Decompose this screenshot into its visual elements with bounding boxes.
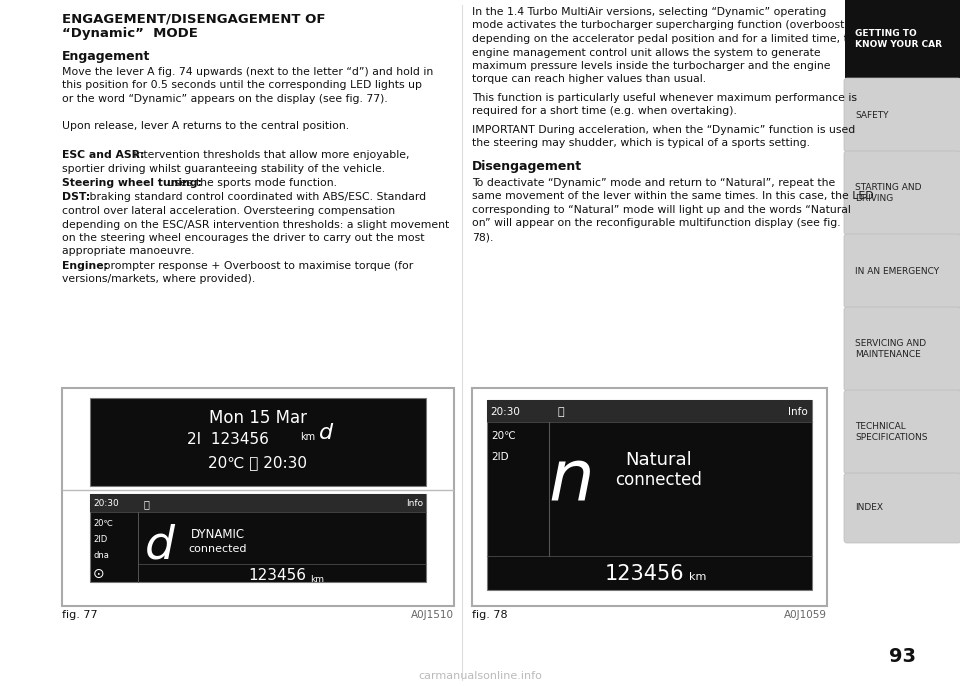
Text: IMPORTANT During acceleration, when the “Dynamic” function is used: IMPORTANT During acceleration, when the … bbox=[472, 125, 855, 135]
Text: engine management control unit allows the system to generate: engine management control unit allows th… bbox=[472, 47, 821, 58]
FancyBboxPatch shape bbox=[844, 234, 960, 308]
Bar bbox=[90, 494, 426, 512]
Text: d: d bbox=[145, 523, 175, 569]
FancyBboxPatch shape bbox=[62, 388, 454, 606]
Text: depending on the ESC/ASR intervention thresholds: a slight movement: depending on the ESC/ASR intervention th… bbox=[62, 220, 449, 230]
Text: 123456: 123456 bbox=[605, 564, 684, 584]
Text: 123456: 123456 bbox=[248, 569, 306, 584]
Text: Engagement: Engagement bbox=[62, 50, 151, 63]
Bar bbox=[487, 400, 812, 422]
Text: fig. 77: fig. 77 bbox=[62, 610, 98, 620]
FancyBboxPatch shape bbox=[844, 390, 960, 474]
Text: km: km bbox=[689, 572, 707, 582]
Text: appropriate manoeuvre.: appropriate manoeuvre. bbox=[62, 246, 195, 257]
Text: control over lateral acceleration. Oversteering compensation: control over lateral acceleration. Overs… bbox=[62, 206, 396, 216]
Text: on” will appear on the reconfigurable multifunction display (see fig.: on” will appear on the reconfigurable mu… bbox=[472, 219, 841, 228]
Text: uses the sports mode function.: uses the sports mode function. bbox=[164, 178, 337, 188]
Text: GETTING TO
KNOW YOUR CAR: GETTING TO KNOW YOUR CAR bbox=[855, 29, 942, 49]
Text: fig. 78: fig. 78 bbox=[472, 610, 508, 620]
Text: this position for 0.5 seconds until the corresponding LED lights up: this position for 0.5 seconds until the … bbox=[62, 80, 422, 91]
Text: 2ⅠD: 2ⅠD bbox=[93, 536, 108, 545]
Text: km: km bbox=[310, 574, 324, 584]
Text: A0J1510: A0J1510 bbox=[411, 610, 454, 620]
Text: sportier driving whilst guaranteeing stability of the vehicle.: sportier driving whilst guaranteeing sta… bbox=[62, 163, 385, 174]
Text: connected: connected bbox=[189, 544, 248, 554]
Text: 20:30: 20:30 bbox=[93, 499, 119, 508]
FancyBboxPatch shape bbox=[844, 78, 960, 152]
Text: the steering may shudder, which is typical of a sports setting.: the steering may shudder, which is typic… bbox=[472, 139, 810, 148]
Text: Engine:: Engine: bbox=[62, 261, 108, 271]
Text: This function is particularly useful whenever maximum performance is: This function is particularly useful whe… bbox=[472, 93, 857, 103]
Text: 20℃: 20℃ bbox=[491, 431, 516, 441]
Text: IN AN EMERGENCY: IN AN EMERGENCY bbox=[855, 266, 939, 276]
Text: INDEX: INDEX bbox=[855, 504, 883, 512]
Text: ⓘ: ⓘ bbox=[557, 407, 564, 417]
Text: 93: 93 bbox=[889, 646, 916, 665]
Text: DYNAMIC: DYNAMIC bbox=[191, 528, 245, 541]
Text: TECHNICAL
SPECIFICATIONS: TECHNICAL SPECIFICATIONS bbox=[855, 422, 927, 442]
Text: km: km bbox=[300, 432, 315, 442]
Text: 20:30: 20:30 bbox=[490, 407, 520, 417]
Text: depending on the accelerator pedal position and for a limited time, the: depending on the accelerator pedal posit… bbox=[472, 34, 861, 44]
Text: In the 1.4 Turbo MultiAir versions, selecting “Dynamic” operating: In the 1.4 Turbo MultiAir versions, sele… bbox=[472, 7, 827, 17]
Text: on the steering wheel encourages the driver to carry out the most: on the steering wheel encourages the dri… bbox=[62, 233, 424, 243]
Text: ENGAGEMENT/DISENGAGEMENT OF: ENGAGEMENT/DISENGAGEMENT OF bbox=[62, 12, 325, 25]
Text: Move the lever A fig. 74 upwards (next to the letter “d”) and hold in: Move the lever A fig. 74 upwards (next t… bbox=[62, 67, 433, 77]
Text: Steering wheel tuning:: Steering wheel tuning: bbox=[62, 178, 202, 188]
Bar bbox=[90, 494, 426, 582]
Text: d: d bbox=[319, 423, 333, 443]
Text: torque can reach higher values than usual.: torque can reach higher values than usua… bbox=[472, 75, 707, 84]
Text: Info: Info bbox=[406, 499, 423, 508]
Text: carmanualsonline.info: carmanualsonline.info bbox=[418, 671, 542, 681]
Text: DST:: DST: bbox=[62, 193, 90, 202]
Bar bbox=[90, 398, 426, 486]
Text: A0J1059: A0J1059 bbox=[784, 610, 827, 620]
Text: To deactivate “Dynamic” mode and return to “Natural”, repeat the: To deactivate “Dynamic” mode and return … bbox=[472, 178, 835, 188]
FancyBboxPatch shape bbox=[844, 151, 960, 235]
Text: SAFETY: SAFETY bbox=[855, 110, 889, 119]
Text: dna: dna bbox=[93, 552, 108, 560]
Text: intervention thresholds that allow more enjoyable,: intervention thresholds that allow more … bbox=[130, 150, 410, 160]
Text: Mon 15 Mar: Mon 15 Mar bbox=[209, 409, 307, 427]
Text: Disengagement: Disengagement bbox=[472, 160, 582, 173]
Text: Natural: Natural bbox=[626, 451, 692, 469]
Text: or the word “Dynamic” appears on the display (see fig. 77).: or the word “Dynamic” appears on the dis… bbox=[62, 94, 388, 104]
Text: 2ⅠD: 2ⅠD bbox=[491, 452, 509, 462]
Text: 2Ⅰ  123456: 2Ⅰ 123456 bbox=[187, 432, 269, 447]
Text: “Dynamic”  MODE: “Dynamic” MODE bbox=[62, 27, 198, 40]
Text: STARTING AND
DRIVING: STARTING AND DRIVING bbox=[855, 182, 922, 204]
Text: maximum pressure levels inside the turbocharger and the engine: maximum pressure levels inside the turbo… bbox=[472, 61, 830, 71]
Text: ESC and ASR:: ESC and ASR: bbox=[62, 150, 145, 160]
Text: versions/markets, where provided).: versions/markets, where provided). bbox=[62, 274, 255, 285]
Text: 78).: 78). bbox=[472, 232, 493, 242]
Text: 20℃ Ⓢ 20:30: 20℃ Ⓢ 20:30 bbox=[208, 456, 307, 471]
Text: 20℃: 20℃ bbox=[93, 519, 113, 528]
Bar bbox=[845, 0, 960, 78]
Text: SERVICING AND
MAINTENANCE: SERVICING AND MAINTENANCE bbox=[855, 339, 926, 359]
FancyBboxPatch shape bbox=[844, 473, 960, 543]
Text: ⊙: ⊙ bbox=[93, 567, 105, 581]
Text: Info: Info bbox=[788, 407, 808, 417]
Bar bbox=[487, 400, 812, 590]
Text: n: n bbox=[548, 445, 594, 514]
FancyBboxPatch shape bbox=[844, 307, 960, 391]
Text: Upon release, lever A returns to the central position.: Upon release, lever A returns to the cen… bbox=[62, 121, 349, 131]
Text: mode activates the turbocharger supercharging function (overboost):: mode activates the turbocharger supercha… bbox=[472, 21, 852, 30]
Text: corresponding to “Natural” mode will light up and the words “Natural: corresponding to “Natural” mode will lig… bbox=[472, 205, 851, 215]
Text: prompter response + Overboost to maximise torque (for: prompter response + Overboost to maximis… bbox=[100, 261, 413, 271]
Text: connected: connected bbox=[615, 471, 703, 489]
FancyBboxPatch shape bbox=[472, 388, 827, 606]
Text: ⓘ: ⓘ bbox=[144, 499, 150, 509]
Text: same movement of the lever within the same times. In this case, the LED: same movement of the lever within the sa… bbox=[472, 191, 874, 202]
Text: braking standard control coordinated with ABS/ESC. Standard: braking standard control coordinated wit… bbox=[86, 193, 426, 202]
Text: required for a short time (e.g. when overtaking).: required for a short time (e.g. when ove… bbox=[472, 106, 737, 117]
